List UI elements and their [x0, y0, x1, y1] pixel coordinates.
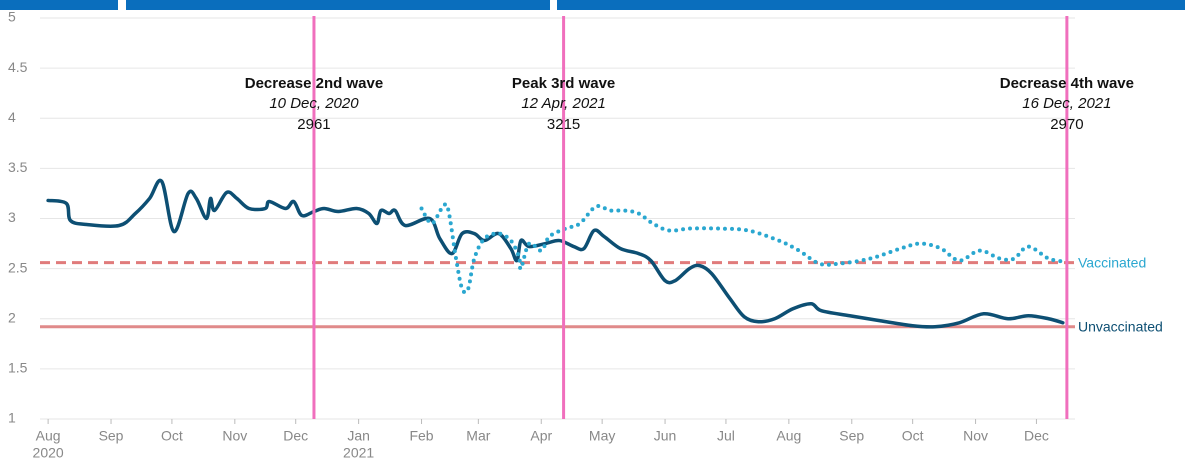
x-tick-label: Aug: [776, 428, 801, 444]
annotation-date: 10 Dec, 2020: [269, 95, 359, 112]
y-tick-label: 1: [8, 410, 16, 426]
x-tick-label: Dec: [283, 428, 308, 444]
x-tick-label: Nov: [963, 428, 988, 444]
annotation-title: Peak 3rd wave: [512, 75, 615, 92]
y-tick-label: 3: [8, 209, 16, 225]
x-tick-sublabel: 2021: [343, 445, 374, 461]
y-tick-label: 4.5: [8, 59, 28, 75]
series-line: [46, 178, 1065, 329]
header-band: [0, 0, 1185, 10]
x-tick-label: Sep: [99, 428, 124, 444]
header-gap: [118, 0, 126, 10]
x-tick-label: Aug: [36, 428, 61, 444]
annotation-value: 3215: [547, 116, 580, 133]
annotation-value: 2961: [297, 116, 330, 133]
y-tick-label: 3.5: [8, 159, 28, 175]
annotation-date: 12 Apr, 2021: [521, 95, 606, 112]
x-tick-label: Apr: [530, 428, 552, 444]
annotation-title: Decrease 4th wave: [1000, 75, 1134, 92]
x-tick-label: Oct: [161, 428, 183, 444]
y-tick-label: 2.5: [8, 259, 28, 275]
x-tick-label: Jul: [717, 428, 735, 444]
reference-label: Vaccinated: [1078, 254, 1146, 270]
x-tick-label: Mar: [466, 428, 490, 444]
header-gap: [550, 0, 557, 10]
y-tick-label: 5: [8, 9, 16, 25]
y-tick-label: 2: [8, 309, 16, 325]
x-tick-label: Dec: [1024, 428, 1049, 444]
x-tick-label: Nov: [222, 428, 247, 444]
annotation-value: 2970: [1050, 116, 1083, 133]
x-tick-sublabel: 2020: [33, 445, 64, 461]
y-tick-label: 1.5: [8, 360, 28, 376]
y-tick-label: 4: [8, 109, 16, 125]
annotation-date: 16 Dec, 2021: [1022, 95, 1111, 112]
x-tick-label: Feb: [409, 428, 433, 444]
x-tick-label: Oct: [902, 428, 924, 444]
series-line: [419, 202, 1067, 295]
annotation-title: Decrease 2nd wave: [245, 75, 383, 92]
x-tick-label: Jun: [654, 428, 677, 444]
reference-label: Unvaccinated: [1078, 318, 1163, 334]
x-tick-label: May: [589, 428, 615, 444]
x-tick-label: Sep: [839, 428, 864, 444]
x-tick-label: Jan: [347, 428, 370, 444]
